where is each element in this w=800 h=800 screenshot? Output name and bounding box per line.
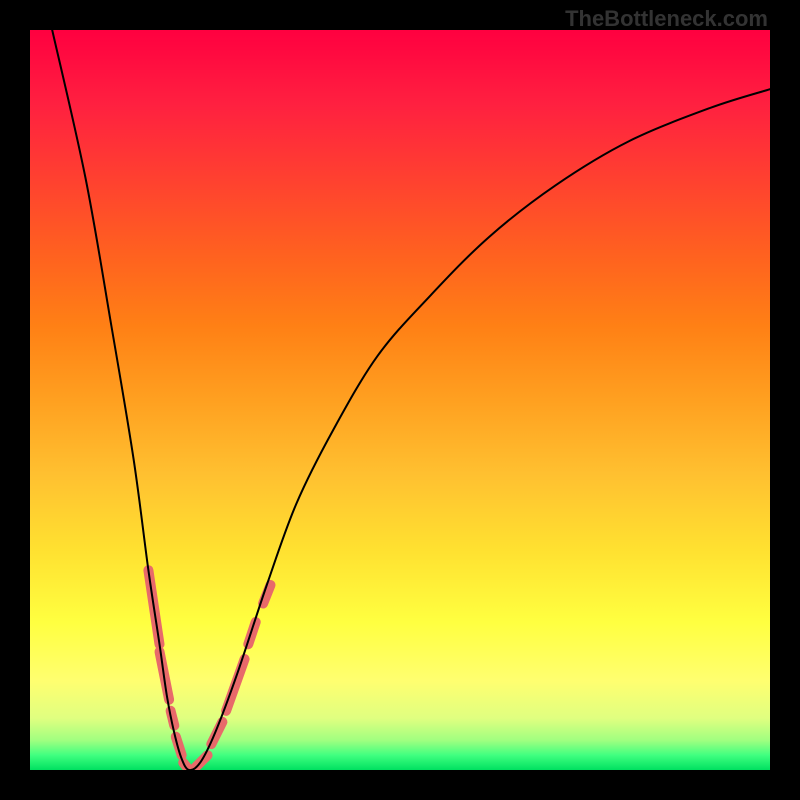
marker-segment xyxy=(211,722,222,744)
marker-segment xyxy=(226,659,245,711)
marker-layer xyxy=(148,570,270,770)
watermark-text: TheBottleneck.com xyxy=(565,6,768,32)
frame: TheBottleneck.com xyxy=(0,0,800,800)
chart-svg xyxy=(30,30,770,770)
plot-area xyxy=(30,30,770,770)
marker-segment xyxy=(248,622,255,644)
